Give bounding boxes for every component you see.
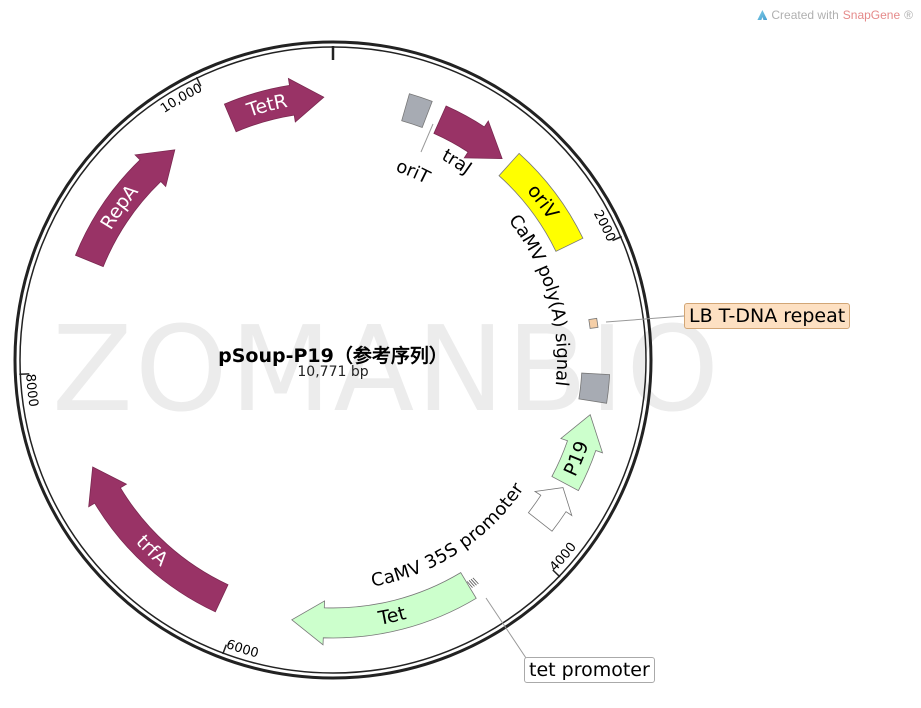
features <box>74 77 611 646</box>
tick-6000 <box>222 644 228 655</box>
orit-feature[interactable] <box>401 93 433 129</box>
tick-label-6000: 6000 <box>224 637 260 661</box>
p19-feature[interactable] <box>551 414 604 492</box>
tet-promoter-callout[interactable]: tet promoter <box>524 657 655 683</box>
plasmid-name: pSoup-P19（参考序列） <box>218 345 448 367</box>
oriv-feature[interactable] <box>498 152 584 252</box>
camv-35s-promoter-label: CaMV 35S promoter <box>369 478 528 591</box>
tick-label-4000: 4000 <box>547 540 580 575</box>
camv-35s-promoter-feature[interactable] <box>527 487 573 532</box>
plasmid-length: 10,771 bp <box>297 364 369 380</box>
lb-t-dna-repeat-feature[interactable] <box>588 317 599 329</box>
camv-poly-a-signal-feature[interactable] <box>578 372 611 404</box>
tet-promoter-leader-line <box>485 597 527 659</box>
credit-prefix: Created with <box>771 8 839 22</box>
tick-10000 <box>195 76 202 87</box>
tick-marks <box>19 46 622 655</box>
tick-4000 <box>552 569 561 578</box>
snapgene-credit: Created with SnapGene ® <box>757 8 913 22</box>
lb-leader-line <box>605 315 685 323</box>
tick-2000 <box>612 235 622 242</box>
orit-leader-line <box>420 123 434 153</box>
trfa-feature[interactable] <box>88 466 229 613</box>
tetr-feature[interactable] <box>223 77 325 133</box>
credit-suffix: ® <box>904 8 913 22</box>
traj-feature[interactable] <box>433 105 503 160</box>
lb-t-dna-repeat-callout[interactable]: LB T-DNA repeat <box>684 303 851 329</box>
backbone-outer-circle <box>13 40 653 680</box>
tet-feature[interactable] <box>291 572 477 646</box>
snapgene-logo-icon <box>757 10 768 20</box>
watermark: ZOMANBIO <box>52 300 722 438</box>
orit-label: oriT <box>393 155 434 188</box>
repa-feature[interactable] <box>74 149 176 268</box>
credit-brand: SnapGene <box>842 8 901 22</box>
